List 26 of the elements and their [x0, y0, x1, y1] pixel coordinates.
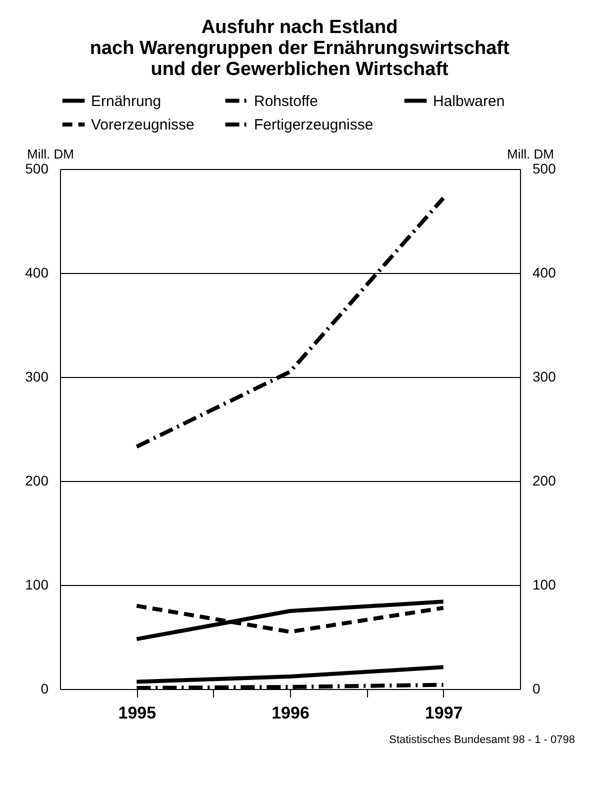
y2-tick-label: 200: [532, 472, 556, 488]
y2-tick-label: 300: [532, 368, 556, 384]
y2-axis-title: Mill. DM: [507, 146, 554, 162]
legend-label: Halbwaren: [433, 92, 505, 110]
legend-label: Ernährung: [91, 92, 162, 110]
y2-tick-label: 0: [532, 680, 540, 696]
y2-tick-label: 400: [532, 264, 556, 280]
legend-label: Rohstoffe: [254, 92, 318, 110]
y-tick-label: 400: [25, 264, 49, 280]
text: und der Gewerblichen Wirtschaft: [150, 59, 448, 80]
legend-label: Fertigerzeugnisse: [254, 116, 374, 134]
text: nach Warengruppen der Ernährungswirtschaft: [90, 38, 510, 59]
x-tick-label: 1996: [272, 704, 310, 722]
legend-label: Vorerzeugnisse: [91, 116, 194, 134]
y-tick-label: 300: [25, 368, 49, 384]
text: Ausfuhr nach Estland: [201, 17, 398, 38]
y2-tick-label: 500: [532, 160, 556, 176]
x-tick-label: 1995: [118, 704, 156, 722]
y-tick-label: 100: [25, 576, 49, 592]
x-tick-label: 1997: [424, 704, 463, 722]
y-axis-title: Mill. DM: [27, 146, 74, 162]
y-tick-label: 0: [40, 680, 49, 696]
text: Statistisches Bundesamt 98 - 1 - 0798: [389, 734, 575, 746]
y2-tick-label: 100: [532, 576, 556, 592]
y-tick-label: 500: [25, 160, 49, 176]
y-tick-label: 200: [25, 472, 49, 488]
